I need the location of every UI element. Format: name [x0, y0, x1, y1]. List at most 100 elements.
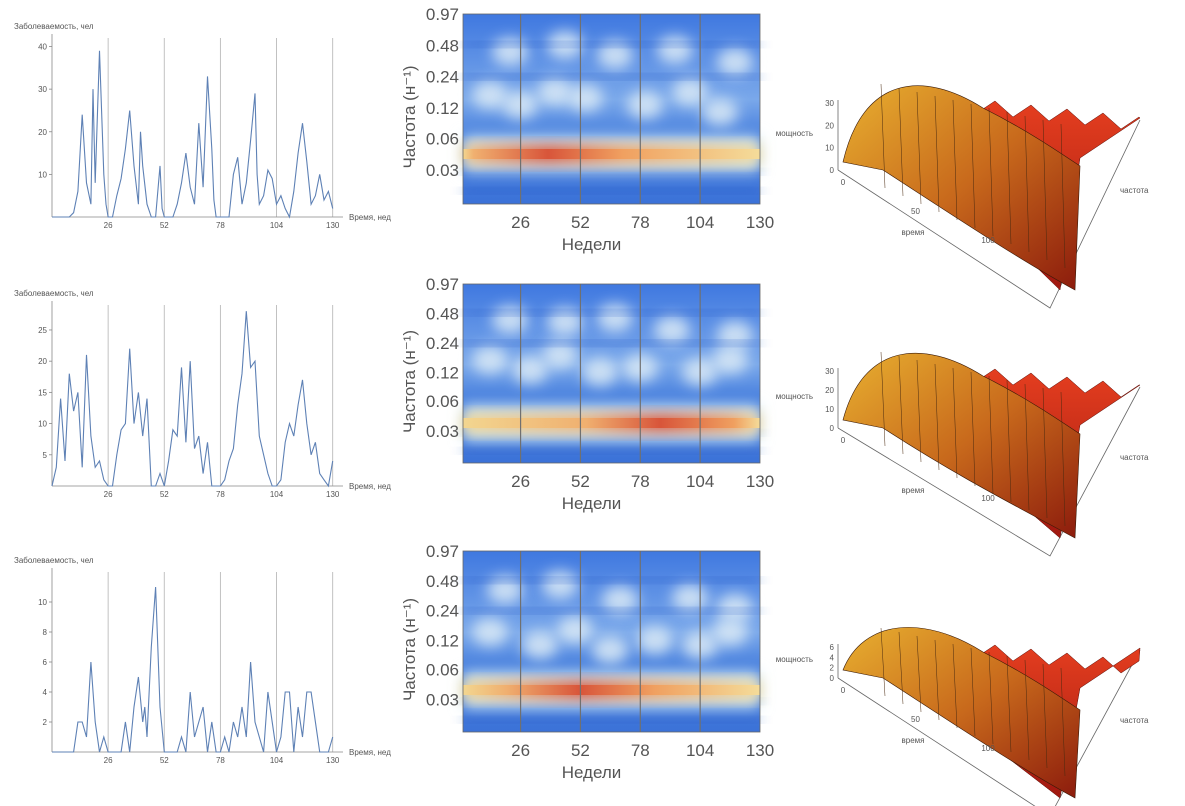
x-tick-label: 26 — [104, 221, 113, 230]
y-axis-title: Частота (н⁻¹) — [400, 598, 419, 701]
surface-front-ridge — [842, 627, 1081, 799]
y-tick-label: 0.03 — [426, 690, 459, 709]
x-tick-label: 52 — [160, 756, 169, 765]
x-tick-label: 130 — [326, 756, 340, 765]
z-tick-label: 4 — [830, 653, 835, 662]
surface-mesh-line — [1060, 667, 1066, 777]
y-tick-label: 8 — [43, 628, 48, 637]
heatmap-blob — [542, 571, 578, 599]
z-tick-label: 20 — [825, 121, 834, 130]
y-tick-label: 0.03 — [426, 422, 459, 441]
wavelet-scalogram-3: 26 52 78 104 130 0.97 0.48 0.24 0.12 0.06 0.03 Неде… — [400, 542, 774, 782]
y-tick-label: 20 — [38, 128, 47, 137]
z-axis-title: мощность — [776, 655, 813, 664]
x-tick-label: 50 — [911, 207, 920, 216]
x-tick-label: 78 — [216, 490, 225, 499]
y-tick-label: 0.48 — [426, 36, 459, 55]
y-axis-title: частота — [1120, 186, 1149, 195]
y-tick-label: 0.48 — [426, 572, 459, 591]
heatmap-blob — [582, 358, 618, 386]
heatmap-blob — [717, 594, 753, 622]
surface-mesh-line — [952, 643, 958, 729]
z-tick-label: 10 — [825, 144, 834, 153]
x-tick-label: 26 — [511, 472, 530, 491]
z-tick-label: 30 — [825, 367, 834, 376]
y-tick-label: 0.24 — [426, 68, 459, 87]
y-tick-label: 0.06 — [426, 392, 459, 411]
frequency-band-core — [463, 418, 760, 428]
surface-box — [837, 386, 1141, 557]
surface-mesh-line — [1042, 119, 1048, 261]
wavelet-scalogram-2: 26 52 78 104 130 0.97 0.48 0.24 0.12 0.06 0.03 Неде… — [400, 275, 774, 513]
wavelet-scalogram-1: 26 52 78 104 130 0.97 0.48 0.24 0.12 0.06 0.03 Неде… — [400, 5, 774, 254]
x-tick-label: 52 — [571, 472, 590, 491]
surface-box — [837, 119, 1141, 309]
heatmap-stripe — [463, 717, 760, 722]
surface-mesh-line — [934, 95, 940, 213]
surface-mesh-line — [988, 107, 994, 237]
z-tick-label: 30 — [825, 99, 834, 108]
heatmap-blob — [597, 304, 633, 332]
surface-mesh-line — [1060, 123, 1066, 269]
surface-mesh-line — [934, 363, 940, 471]
power-surface-1: 0 10 20 30 мощность 0 50 100 время частота — [776, 83, 1149, 309]
y-tick-label: 0.06 — [426, 661, 459, 680]
surface-mesh-line — [880, 83, 886, 189]
x-tick-label: 100 — [981, 236, 995, 245]
z-axis-title: мощность — [776, 392, 813, 401]
y-axis-title: частота — [1120, 453, 1149, 462]
x-tick-label: 50 — [911, 715, 920, 724]
heatmap-blob — [472, 346, 508, 374]
x-tick-label: 0 — [841, 436, 846, 445]
y-tick-label: 0.12 — [426, 632, 459, 651]
heatmap-blob — [702, 98, 738, 126]
incidence-series-line — [52, 586, 334, 753]
heatmap-blob — [522, 631, 558, 659]
x-tick-label: 52 — [160, 221, 169, 230]
surface-mesh-line — [970, 647, 976, 737]
heatmap-stripe — [463, 310, 760, 315]
surface-mesh-line — [880, 351, 886, 447]
heatmap-blob — [472, 81, 508, 109]
y-tick-label: 0.06 — [426, 129, 459, 148]
x-tick-label: 104 — [686, 472, 714, 491]
heatmap-blob — [557, 616, 593, 644]
heatmap-blob — [637, 626, 673, 654]
surface-mesh-line — [1006, 379, 1012, 503]
x-tick-label: 52 — [571, 741, 590, 760]
y-axis-title: Заболеваемость, чел — [14, 556, 94, 565]
x-tick-label: 26 — [104, 756, 113, 765]
x-axis-title: Время, нед — [349, 482, 391, 491]
y-tick-label: 6 — [43, 658, 48, 667]
heatmap-stripe — [463, 608, 760, 613]
heatmap-blob — [712, 618, 748, 646]
surface-mesh-line — [898, 631, 904, 705]
x-tick-label: 104 — [270, 756, 284, 765]
surface-mesh-line — [1042, 663, 1048, 769]
heatmap-frame — [462, 13, 761, 205]
surface-mesh-line — [952, 367, 958, 479]
x-tick-label: 26 — [511, 741, 530, 760]
z-tick-label: 0 — [830, 424, 835, 433]
x-axis-title: Недели — [562, 235, 622, 254]
z-tick-label: 10 — [825, 405, 834, 414]
x-tick-label: 104 — [270, 221, 284, 230]
y-tick-label: 0.24 — [426, 334, 459, 353]
z-tick-label: 0 — [830, 674, 835, 683]
heatmap-blob — [627, 91, 663, 119]
surface-mesh-line — [880, 627, 886, 697]
surface-mesh-line — [1042, 387, 1048, 519]
surface-mesh-line — [952, 99, 958, 221]
y-tick-label: 4 — [43, 688, 48, 697]
y-axis-title: Заболеваемость, чел — [14, 22, 94, 31]
surface-mesh-line — [1024, 383, 1030, 511]
heatmap-stripe — [463, 42, 760, 47]
heatmap-blob — [592, 636, 628, 664]
x-tick-label: 130 — [746, 472, 774, 491]
x-tick-label: 100 — [981, 494, 995, 503]
incidence-series-line — [51, 311, 334, 488]
y-tick-label: 0.12 — [426, 364, 459, 383]
x-tick-label: 130 — [326, 221, 340, 230]
heatmap-blob — [542, 341, 578, 369]
surface-mesh-line — [898, 87, 904, 197]
